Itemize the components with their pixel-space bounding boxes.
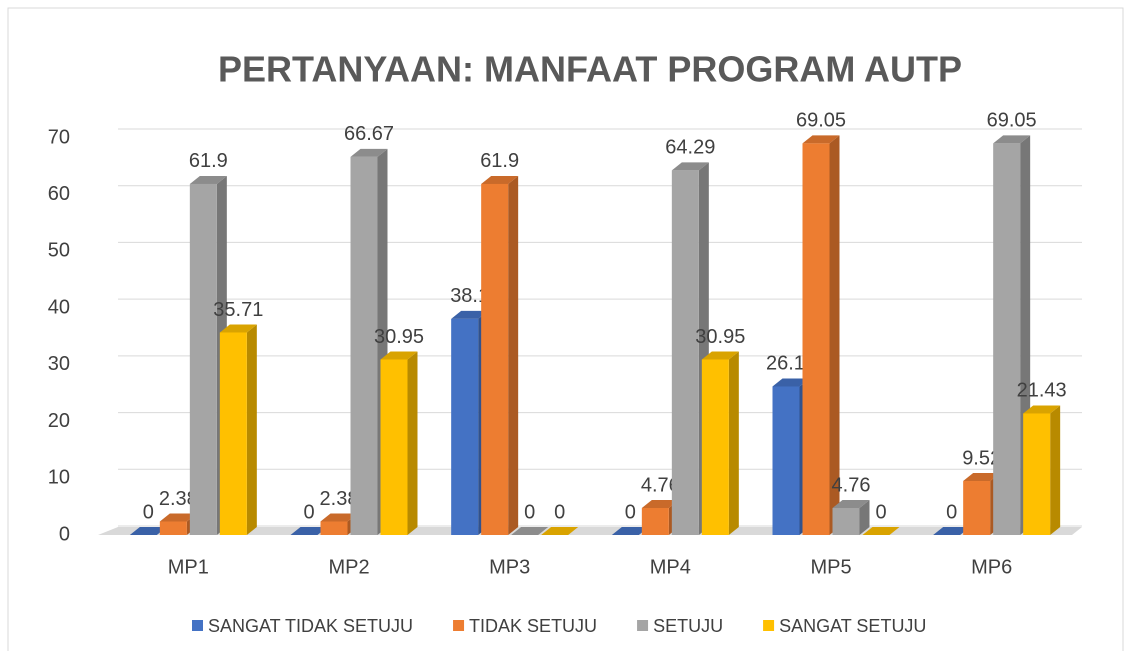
data-label: 9.52 <box>962 447 1001 469</box>
y-tick-label: 30 <box>48 353 70 375</box>
x-tick-label: MP5 <box>810 556 851 578</box>
bar-side <box>246 324 257 535</box>
data-label: 4.76 <box>832 474 871 496</box>
y-tick-label: 70 <box>48 126 70 148</box>
bar <box>832 508 860 535</box>
bar <box>671 170 699 535</box>
bar-top <box>189 175 227 184</box>
bar <box>320 521 348 535</box>
bar-side <box>407 351 418 535</box>
data-label: 61.9 <box>480 150 519 172</box>
data-label: 69.05 <box>987 110 1037 132</box>
x-tick-label: MP1 <box>168 556 209 578</box>
data-label: 69.05 <box>796 110 846 132</box>
bar-top <box>320 513 358 522</box>
bar <box>802 143 830 535</box>
y-tick-label: 20 <box>48 410 70 432</box>
bar-top <box>511 527 549 535</box>
legend-label: SANGAT TIDAK SETUJU <box>208 616 413 636</box>
data-label: 66.67 <box>344 123 394 145</box>
data-label: 0 <box>303 501 314 523</box>
legend-swatch <box>192 620 203 631</box>
x-tick-label: MP2 <box>328 556 369 578</box>
bar-top <box>380 351 418 360</box>
bar-top <box>963 473 1001 482</box>
x-tick-label: MP3 <box>489 556 530 578</box>
bar-top <box>451 310 489 319</box>
y-tick-label: 10 <box>48 467 70 489</box>
y-tick-label: 50 <box>48 240 70 262</box>
data-label: 61.9 <box>189 150 228 172</box>
data-label: 4.76 <box>641 474 680 496</box>
y-tick-label: 0 <box>59 523 70 545</box>
bar-top <box>832 500 870 509</box>
y-tick-label: 60 <box>48 183 70 205</box>
bar-top <box>933 527 971 535</box>
bar <box>159 521 187 535</box>
bar-top <box>541 527 579 535</box>
bar-top <box>611 527 649 535</box>
bar-top <box>802 135 840 144</box>
chart-title: PERTANYAAN: MANFAAT PROGRAM AUTP <box>218 49 962 90</box>
data-label: 64.29 <box>665 137 715 159</box>
bar <box>350 156 378 535</box>
data-label: 21.43 <box>1017 380 1067 402</box>
x-tick-label: MP4 <box>650 556 691 578</box>
bar <box>701 359 729 535</box>
bar-side <box>859 500 870 535</box>
bar-top <box>350 148 388 157</box>
data-label: 0 <box>524 501 535 523</box>
data-label: 2.38 <box>320 488 359 510</box>
bar-top <box>993 135 1031 144</box>
bar <box>963 481 991 535</box>
data-label: 35.71 <box>213 299 263 321</box>
data-label: 38.1 <box>450 285 489 307</box>
data-label: 30.95 <box>695 326 745 348</box>
bar-top <box>641 500 679 509</box>
bar-top <box>701 351 739 360</box>
data-label: 0 <box>143 501 154 523</box>
y-tick-label: 40 <box>48 296 70 318</box>
legend-swatch <box>453 620 465 631</box>
bar-side <box>508 175 519 535</box>
bar-top <box>1023 405 1061 414</box>
bar-top <box>290 527 328 535</box>
bar-top <box>671 162 709 171</box>
bar-top <box>129 527 167 535</box>
x-tick-label: MP6 <box>971 556 1012 578</box>
data-label: 0 <box>554 501 565 523</box>
bar-side <box>829 135 840 535</box>
bar-top <box>219 324 257 333</box>
legend-label: SETUJU <box>653 616 723 636</box>
bar-top <box>159 513 197 522</box>
bar <box>1023 413 1051 535</box>
bar <box>481 183 509 535</box>
legend-label: SANGAT SETUJU <box>779 616 926 636</box>
data-label: 0 <box>875 501 886 523</box>
data-label: 2.38 <box>159 488 198 510</box>
chart-frame <box>7 7 1124 651</box>
bar-side <box>728 351 739 535</box>
bar-top <box>481 175 519 184</box>
bar <box>451 318 479 535</box>
legend-label: TIDAK SETUJU <box>469 616 597 636</box>
bar-top <box>772 378 810 387</box>
data-label: 0 <box>625 501 636 523</box>
bar <box>189 183 217 535</box>
bar-side <box>1050 405 1061 535</box>
data-label: 0 <box>946 501 957 523</box>
bar-top <box>862 527 900 535</box>
legend-swatch <box>637 620 649 631</box>
bar <box>772 386 800 535</box>
data-label: 30.95 <box>374 326 424 348</box>
bar <box>219 332 247 535</box>
legend-swatch <box>763 620 775 631</box>
bar <box>993 143 1021 535</box>
bar <box>380 359 408 535</box>
bar <box>641 508 669 535</box>
